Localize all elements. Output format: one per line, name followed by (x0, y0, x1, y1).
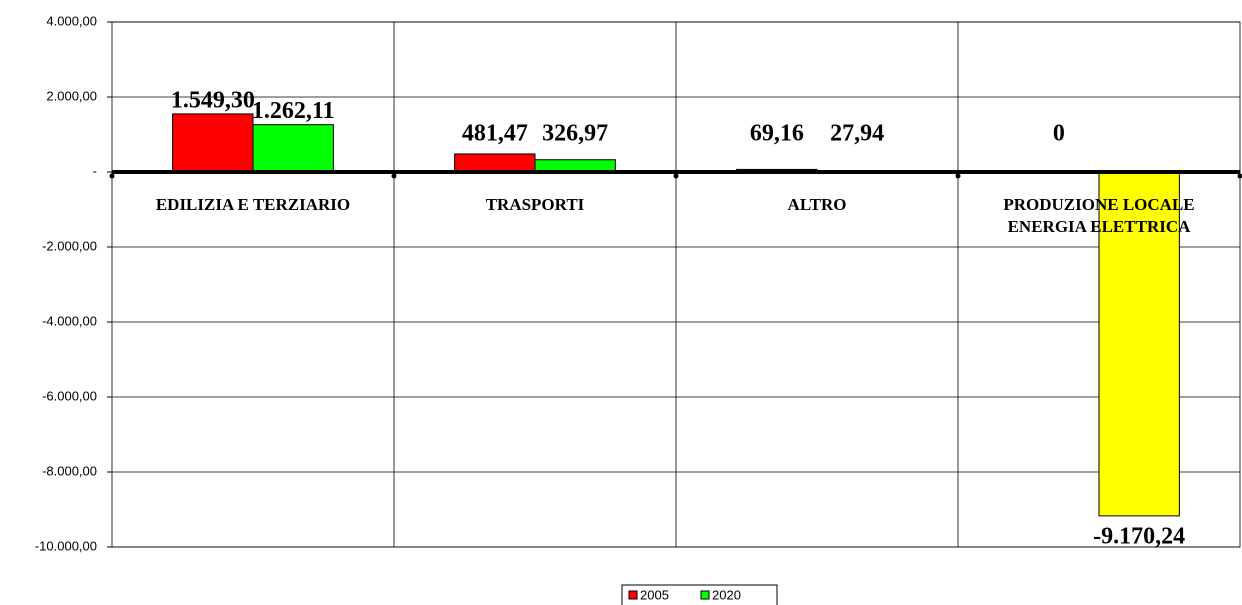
data-label: 1.262,11 (252, 98, 335, 124)
bar (172, 113, 254, 173)
y-tick-label: -10.000,00 (35, 538, 97, 553)
legend-label: 2005 (640, 587, 669, 602)
legend-box (621, 584, 778, 605)
data-label: 326,97 (542, 121, 608, 147)
axis-tick (673, 173, 679, 179)
category-label: PRODUZIONE LOCALE ENERGIA ELETTRICA (1003, 195, 1195, 236)
plot-border (111, 21, 1241, 548)
y-tick-label: 2.000,00 (46, 88, 97, 103)
axis-tick (1237, 173, 1242, 179)
data-label: 69,16 (750, 121, 804, 147)
bar (252, 124, 334, 173)
legend-label: 2020 (712, 587, 741, 602)
y-tick-label: - (93, 163, 97, 178)
data-label: 481,47 (462, 121, 528, 147)
data-label: -9.170,24 (1093, 523, 1185, 549)
axis-tick (391, 173, 397, 179)
axis-tick (109, 173, 115, 179)
y-tick-label: -8.000,00 (42, 463, 97, 478)
bar (454, 153, 536, 173)
legend-swatch (700, 590, 710, 600)
category-label: TRASPORTI (485, 195, 585, 214)
y-tick-label: -4.000,00 (42, 313, 97, 328)
y-tick-label: -6.000,00 (42, 388, 97, 403)
y-tick-label: -2.000,00 (42, 238, 97, 253)
data-label: 1.549,30 (171, 87, 255, 113)
category-label: ALTRO (787, 195, 847, 214)
category-label: EDILIZIA E TERZIARIO (155, 195, 351, 214)
data-label: 27,94 (830, 121, 884, 147)
axis-tick (955, 173, 961, 179)
data-label: 0 (1053, 121, 1065, 147)
y-tick-label: 4.000,00 (46, 13, 97, 28)
legend-swatch (628, 590, 638, 600)
